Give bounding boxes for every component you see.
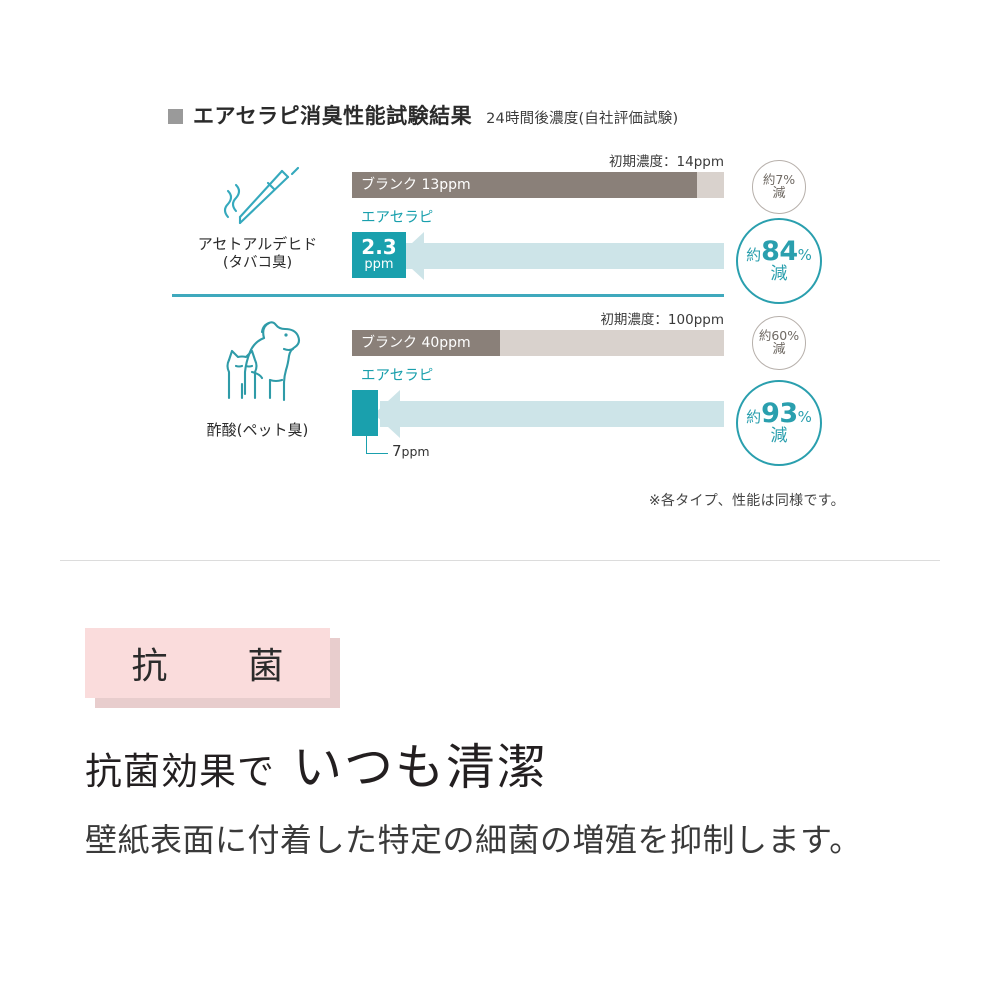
badge-big-prefix: 約 [746,407,762,426]
acetic-acid-callout-value: 7ppm [392,442,430,460]
acetaldehyde-reduction-arrow [352,232,724,280]
badge-big-value: 93 [761,397,798,429]
arrow-body [380,401,724,427]
acetaldehyde-value-unit: ppm [364,257,394,272]
acetaldehyde-blank-fill [352,172,697,198]
acetaldehyde-bars: 初期濃度：14ppm ブランク 13ppm エアセラピ 2.3 ppm [352,150,724,280]
acetaldehyde-product-label: エアセラピ [361,210,434,226]
acetaldehyde-product-bar: 2.3 ppm [352,232,406,278]
chart-row-acetaldehyde: アセトアルデヒド (タバコ臭) 初期濃度：14ppm ブランク 13ppm エア… [0,150,1000,304]
acetic-acid-product-reduction-badge: 約93% 減 [736,380,822,466]
antibacterial-headline: 抗菌効果で いつも清潔 [85,728,548,799]
acetic-acid-callout-leader [366,416,388,454]
badge-big-pct: % [797,407,812,426]
badge-big-pct: % [797,245,812,264]
acetaldehyde-initial-concentration: 初期濃度：14ppm [609,154,724,170]
acetaldehyde-blank-track: ブランク 13ppm [352,172,724,198]
acetic-acid-blank-fill [352,330,500,356]
badge-small-suffix: 減 [772,341,786,357]
acetic-acid-initial-concentration: 初期濃度：100ppm [600,312,724,328]
badge-big-suffix: 減 [770,264,788,285]
badge-big-suffix: 減 [770,426,788,447]
acetic-acid-product-label: エアセラピ [361,368,434,384]
callout-number: 7 [392,442,402,460]
acetaldehyde-label-sub: (タバコ臭) [222,255,293,272]
square-bullet-icon [168,109,183,124]
badge-small-percent: 約60% [758,328,800,344]
acetaldehyde-label: アセトアルデヒド (タバコ臭) [170,234,345,274]
deodorization-title: エアセラピ消臭性能試験結果 [193,104,473,128]
badge-small-percent: 約7% [762,172,796,188]
acetic-acid-reduction-arrow [352,390,724,438]
acetic-acid-blank-label: ブランク 40ppm [361,335,471,351]
antibacterial-banner-label: 抗 菌 [131,646,306,687]
section-divider [60,560,940,561]
chart-row-acetic-acid: 酢酸(ペット臭) 初期濃度：100ppm ブランク 40ppm エアセラピ 7p… [0,308,1000,473]
acetic-acid-product-bar [352,390,378,436]
row-divider [172,294,724,297]
cat-dog-icon [170,318,345,406]
acetic-acid-label-main: 酢酸(ペット臭) [206,421,309,439]
antibacterial-headline-small: 抗菌効果で [85,750,275,793]
acetaldehyde-blank-reduction-badge: 約7% 減 [752,160,806,214]
badge-big-value: 84 [761,235,798,267]
badge-big-percent: 約93% [746,397,812,429]
deodorization-title-block: エアセラピ消臭性能試験結果 24時間後濃度(自社評価試験) [168,100,678,130]
callout-unit: ppm [401,444,430,459]
acetaldehyde-product-reduction-badge: 約84% 減 [736,218,822,304]
acetic-acid-bars: 初期濃度：100ppm ブランク 40ppm エアセラピ 7ppm [352,308,724,468]
badge-big-percent: 約84% [746,235,812,267]
acetaldehyde-blank-label: ブランク 13ppm [361,177,471,193]
badge-big-prefix: 約 [746,245,762,264]
antibacterial-headline-large: いつも清潔 [293,739,549,796]
cigarette-icon [170,162,345,234]
arrow-body [404,243,724,269]
acetic-acid-spec: 酢酸(ペット臭) [170,318,345,440]
acetaldehyde-product-value: 2.3 ppm [352,237,406,272]
deodorization-subtitle: 24時間後濃度(自社評価試験) [486,111,679,127]
acetaldehyde-spec: アセトアルデヒド (タバコ臭) [170,162,345,274]
deodorization-section: エアセラピ消臭性能試験結果 24時間後濃度(自社評価試験) [0,100,1000,509]
deodorization-footnote: ※各タイプ、性能は同様です。 [648,493,845,509]
badge-small-suffix: 減 [772,185,786,201]
antibacterial-body-text: 壁紙表面に付着した特定の細菌の増殖を抑制します。 [85,821,862,859]
antibacterial-section: 抗 菌 抗菌効果で いつも清潔 壁紙表面に付着した特定の細菌の増殖を抑制します。 [0,560,1000,1000]
acetaldehyde-value-number: 2.3 [361,235,397,259]
acetic-acid-blank-track: ブランク 40ppm [352,330,724,356]
acetic-acid-label: 酢酸(ペット臭) [170,420,345,440]
acetic-acid-blank-reduction-badge: 約60% 減 [752,316,806,370]
antibacterial-banner: 抗 菌 [85,628,330,698]
acetaldehyde-label-main: アセトアルデヒド [197,235,318,253]
